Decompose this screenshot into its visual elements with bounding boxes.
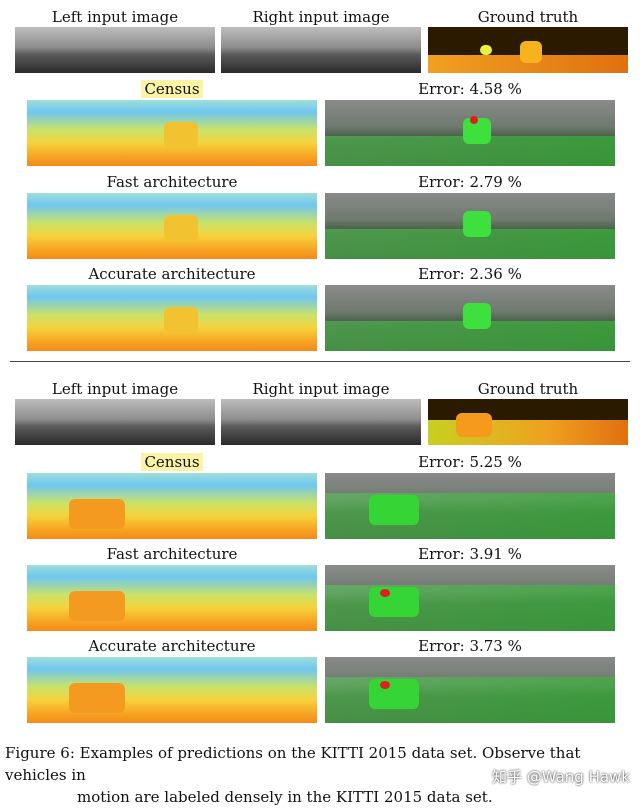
caption-line-2: motion are labeled densely in the KITTI … (77, 788, 493, 806)
ground-truth-image-1 (428, 27, 628, 73)
method-label-2-1: Census (27, 453, 317, 471)
disparity-map-1-2 (27, 193, 317, 259)
disparity-map-1-1 (27, 100, 317, 166)
disparity-map-2-1 (27, 473, 317, 539)
error-map-1-3 (325, 285, 615, 351)
disparity-map-2-2 (27, 565, 317, 631)
header-ground-truth-1: Ground truth (477, 8, 579, 26)
left-input-image-2 (15, 399, 215, 445)
header-right-input-2: Right input image (252, 380, 390, 398)
disparity-map-1-3 (27, 285, 317, 351)
error-label-1-1: Error: 4.58 % (418, 80, 522, 98)
method-label-1-1: Census (27, 80, 317, 98)
right-input-image-2 (221, 399, 421, 445)
error-map-1-1 (325, 100, 615, 166)
error-label-1-2: Error: 2.79 % (418, 173, 522, 191)
method-label-1-3: Accurate architecture (88, 265, 256, 283)
header-left-input-1: Left input image (51, 8, 179, 26)
error-label-2-2: Error: 3.91 % (418, 545, 522, 563)
error-label-2-1: Error: 5.25 % (418, 453, 522, 471)
error-map-2-3 (325, 657, 615, 723)
method-label-2-2: Fast architecture (106, 545, 238, 563)
method-label-2-3: Accurate architecture (88, 637, 256, 655)
error-map-1-2 (325, 193, 615, 259)
watermark: 知乎 @Wang Hawk (491, 768, 630, 786)
caption-line-1: Figure 6: Examples of predictions on the… (5, 744, 581, 784)
header-ground-truth-2: Ground truth (477, 380, 579, 398)
separator-rule (10, 361, 630, 362)
ground-truth-image-2 (428, 399, 628, 445)
header-left-input-2: Left input image (51, 380, 179, 398)
left-input-image-1 (15, 27, 215, 73)
error-label-1-3: Error: 2.36 % (418, 265, 522, 283)
header-right-input-1: Right input image (252, 8, 390, 26)
right-input-image-1 (221, 27, 421, 73)
error-map-2-2 (325, 565, 615, 631)
method-label-1-2: Fast architecture (106, 173, 238, 191)
error-label-2-3: Error: 3.73 % (418, 637, 522, 655)
disparity-map-2-3 (27, 657, 317, 723)
error-map-2-1 (325, 473, 615, 539)
